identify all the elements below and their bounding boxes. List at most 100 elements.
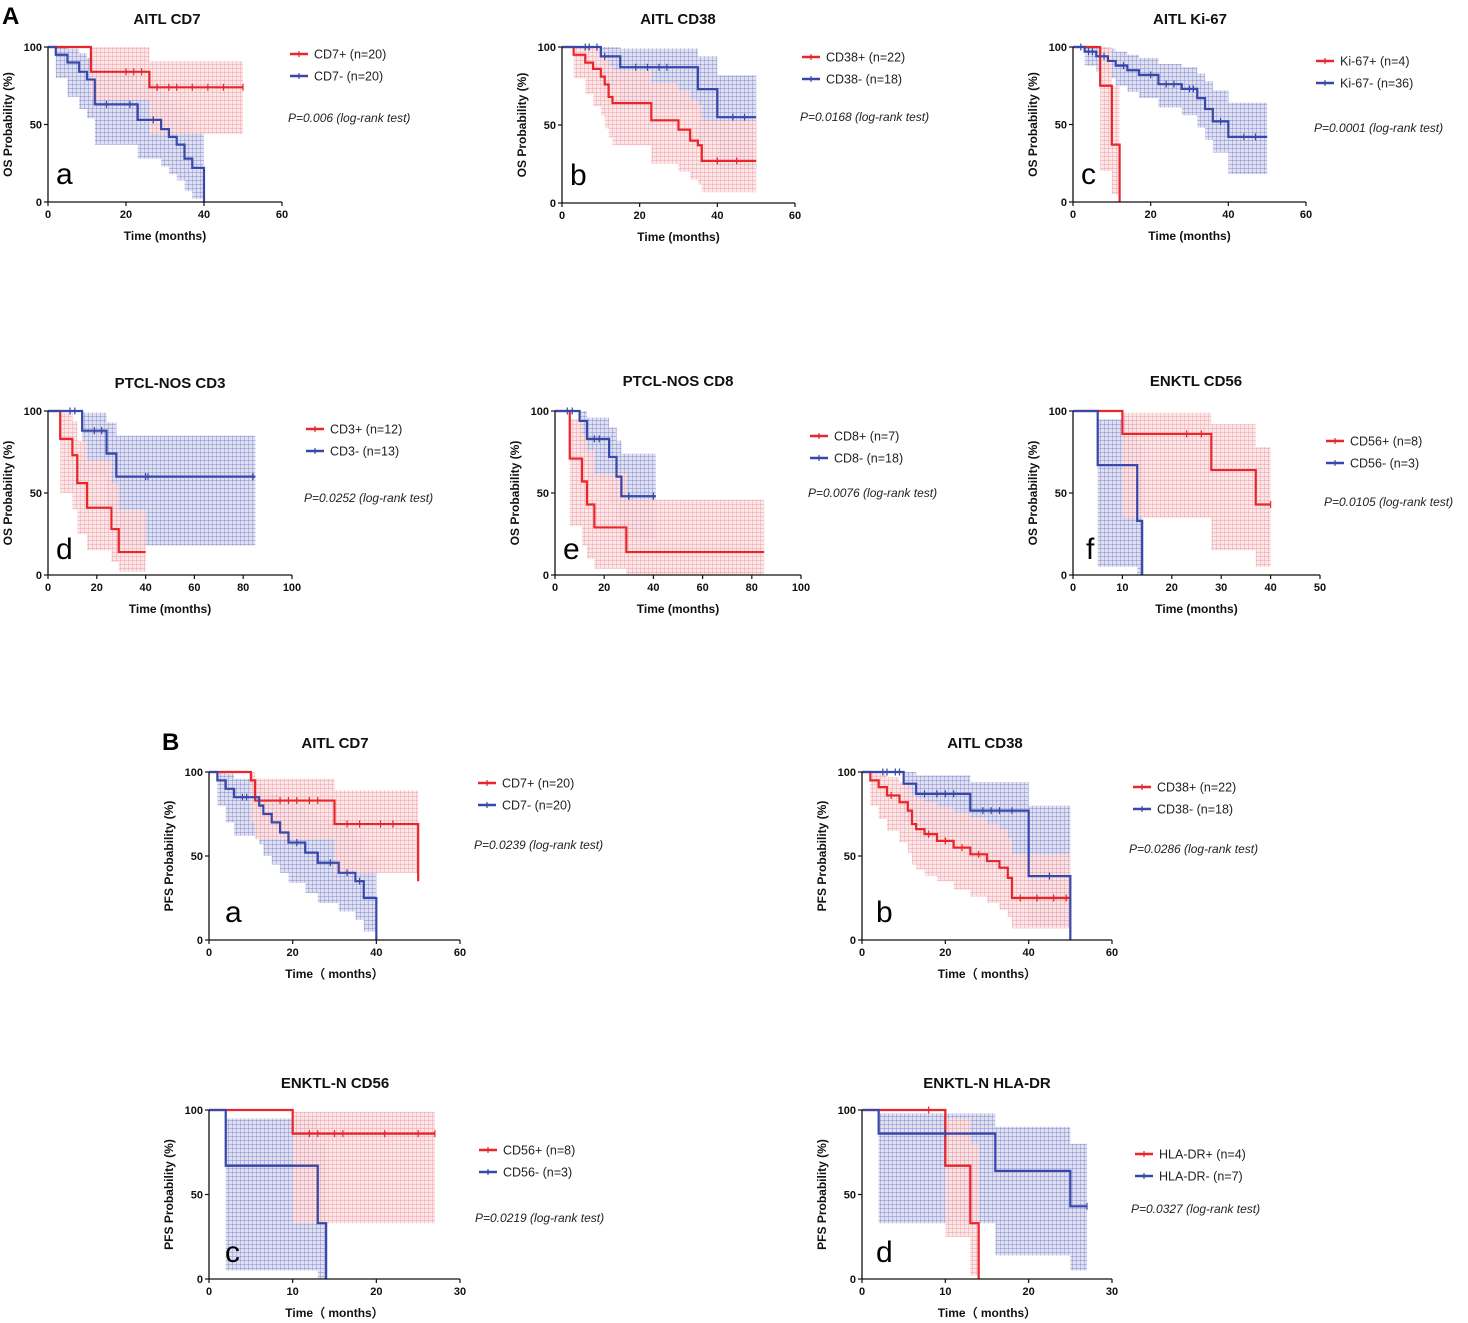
survival-curve-red bbox=[1073, 45, 1121, 202]
legend-label: Ki-67- (n=36) bbox=[1340, 77, 1413, 91]
confidence-band-red bbox=[209, 1110, 435, 1224]
y-tick-label: 100 bbox=[531, 406, 549, 418]
x-tick-label: 20 bbox=[370, 1286, 382, 1298]
x-axis-label: Time（ months） bbox=[285, 966, 383, 981]
survival-curve-blue bbox=[1073, 45, 1268, 138]
km-panel-a-a: AITL CD7 0 20 40 60 0 50 100 Time (months) OS Pro… bbox=[1, 11, 410, 243]
legend-label: CD56- (n=3) bbox=[503, 1166, 572, 1180]
panel-letter: a bbox=[225, 896, 242, 929]
km-panel-a-f: ENKTL CD56 0 10 20 30 40 50 0 50 100 Time (months)… bbox=[1026, 373, 1453, 616]
y-tick-label: 0 bbox=[850, 1274, 856, 1286]
km-panel-b-c: ENKTL-N CD56 0 10 20 30 0 50 100 Time（ months） PF… bbox=[162, 1075, 604, 1320]
x-tick-label: 40 bbox=[1264, 582, 1276, 594]
x-tick-label: 10 bbox=[287, 1286, 299, 1298]
panel-letter: d bbox=[56, 533, 73, 566]
survival-curve-red bbox=[1073, 409, 1271, 506]
x-tick-label: 40 bbox=[370, 947, 382, 959]
legend-label: CD7+ (n=20) bbox=[502, 777, 574, 791]
p-value-text: P=0.0168 (log-rank test) bbox=[800, 110, 929, 124]
p-value-text: P=0.0252 (log-rank test) bbox=[304, 491, 433, 505]
y-tick-label: 0 bbox=[850, 935, 856, 947]
y-tick-label: 0 bbox=[197, 1274, 203, 1286]
x-tick-label: 10 bbox=[1116, 582, 1128, 594]
x-tick-label: 60 bbox=[789, 210, 801, 222]
chart-title: AITL CD7 bbox=[301, 735, 368, 752]
confidence-band-red bbox=[555, 411, 765, 575]
x-tick-label: 20 bbox=[1166, 582, 1178, 594]
survival-curve-blue bbox=[1073, 409, 1144, 575]
chart-title: ENKTL-N HLA-DR bbox=[923, 1075, 1051, 1092]
x-tick-label: 60 bbox=[1106, 947, 1118, 959]
chart-title: ENKTL CD56 bbox=[1150, 373, 1242, 390]
confidence-band-red bbox=[1073, 411, 1271, 567]
p-value-text: P=0.0076 (log-rank test) bbox=[808, 486, 937, 500]
x-tick-label: 30 bbox=[454, 1286, 466, 1298]
survival-curve-red bbox=[555, 409, 765, 554]
y-tick-label: 0 bbox=[36, 197, 42, 209]
panel-letter: d bbox=[876, 1236, 893, 1269]
legend-label: CD56+ (n=8) bbox=[503, 1144, 575, 1158]
survival-curve-red bbox=[862, 770, 1071, 900]
y-tick-label: 100 bbox=[838, 767, 856, 779]
p-value-text: P=0.0286 (log-rank test) bbox=[1129, 842, 1258, 856]
x-axis-label: Time (months) bbox=[637, 230, 719, 244]
survival-curve-red bbox=[48, 45, 243, 89]
panel-letter: b bbox=[570, 159, 587, 192]
y-tick-label: 50 bbox=[1055, 488, 1067, 500]
x-tick-label: 80 bbox=[746, 582, 758, 594]
survival-curve-blue bbox=[862, 1108, 1087, 1208]
x-tick-label: 30 bbox=[1215, 582, 1227, 594]
x-tick-label: 0 bbox=[45, 582, 51, 594]
chart-title: ENKTL-N CD56 bbox=[281, 1075, 389, 1092]
p-value-text: P=0.006 (log-rank test) bbox=[288, 111, 410, 125]
x-tick-label: 40 bbox=[1023, 947, 1035, 959]
x-axis-label: Time (months) bbox=[1148, 229, 1230, 243]
x-tick-label: 10 bbox=[939, 1286, 951, 1298]
x-axis-label: Time（ months） bbox=[938, 966, 1036, 981]
x-tick-label: 20 bbox=[598, 582, 610, 594]
y-tick-label: 0 bbox=[1061, 197, 1067, 209]
y-tick-label: 50 bbox=[191, 1190, 203, 1202]
legend-label: CD38+ (n=22) bbox=[1157, 781, 1236, 795]
y-axis-label: PFS Probability (%) bbox=[815, 1139, 829, 1250]
confidence-band-red bbox=[48, 47, 243, 134]
x-tick-label: 40 bbox=[1222, 209, 1234, 221]
y-tick-label: 0 bbox=[36, 570, 42, 582]
legend-label: CD56- (n=3) bbox=[1350, 457, 1419, 471]
section-label-b: B bbox=[162, 729, 179, 756]
y-axis-label: PFS Probability (%) bbox=[162, 801, 176, 912]
x-tick-label: 20 bbox=[120, 209, 132, 221]
survival-curve-blue bbox=[209, 1108, 328, 1279]
y-tick-label: 100 bbox=[185, 1105, 203, 1117]
x-axis-label: Time (months) bbox=[637, 602, 719, 616]
y-axis-label: OS Probability (%) bbox=[1026, 441, 1040, 546]
survival-curve-blue bbox=[209, 770, 378, 940]
x-tick-label: 0 bbox=[859, 1286, 865, 1298]
panel-letter: e bbox=[563, 533, 580, 566]
survival-curve-red bbox=[209, 770, 420, 882]
y-tick-label: 50 bbox=[844, 851, 856, 863]
legend-label: CD3- (n=13) bbox=[330, 445, 399, 459]
y-tick-label: 100 bbox=[185, 767, 203, 779]
chart-title: PTCL-NOS CD8 bbox=[623, 373, 734, 390]
y-tick-label: 50 bbox=[844, 1190, 856, 1202]
x-tick-label: 20 bbox=[287, 947, 299, 959]
p-value-text: P=0.0327 (log-rank test) bbox=[1131, 1202, 1260, 1216]
y-tick-label: 50 bbox=[30, 120, 42, 132]
survival-curve-red bbox=[209, 1108, 435, 1135]
x-tick-label: 40 bbox=[198, 209, 210, 221]
survival-curve-red bbox=[862, 1108, 980, 1279]
y-tick-label: 100 bbox=[24, 42, 42, 54]
x-tick-label: 0 bbox=[1070, 209, 1076, 221]
y-axis-label: PFS Probability (%) bbox=[162, 1139, 176, 1250]
x-tick-label: 0 bbox=[559, 210, 565, 222]
x-tick-label: 100 bbox=[283, 582, 301, 594]
p-value-text: P=0.0001 (log-rank test) bbox=[1314, 121, 1443, 135]
survival-curve-red bbox=[562, 45, 757, 162]
survival-curve-blue bbox=[48, 409, 256, 478]
legend-label: CD7+ (n=20) bbox=[314, 48, 386, 62]
km-panel-b-b: AITL CD38 0 20 40 60 0 50 100 Time（ months） PFS P… bbox=[815, 735, 1258, 981]
x-axis-label: Time (months) bbox=[129, 602, 211, 616]
x-tick-label: 20 bbox=[1023, 1286, 1035, 1298]
panel-letter: a bbox=[56, 158, 73, 191]
